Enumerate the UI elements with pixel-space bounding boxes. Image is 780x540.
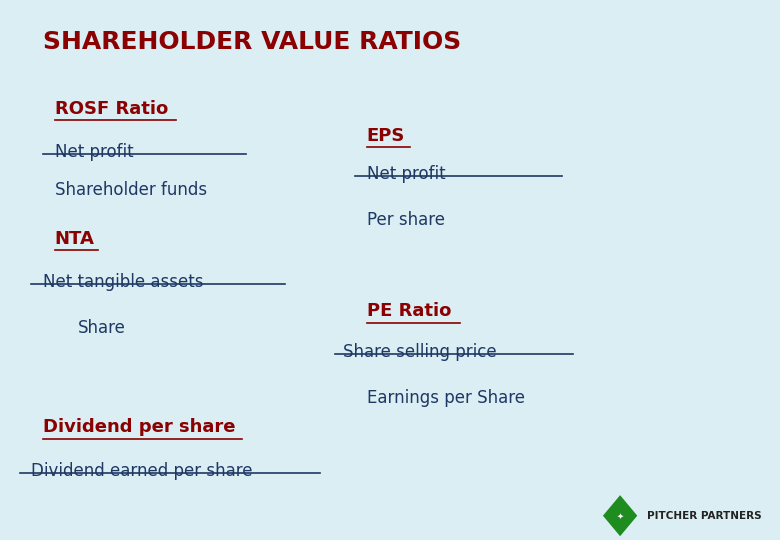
Text: Net profit: Net profit [55, 143, 133, 161]
Text: Dividend earned per share: Dividend earned per share [31, 462, 253, 480]
Text: Net profit: Net profit [367, 165, 445, 183]
Text: ROSF Ratio: ROSF Ratio [55, 100, 168, 118]
Text: SHAREHOLDER VALUE RATIOS: SHAREHOLDER VALUE RATIOS [43, 30, 461, 53]
Text: Shareholder funds: Shareholder funds [55, 181, 207, 199]
Text: Per share: Per share [367, 211, 445, 228]
Text: NTA: NTA [55, 230, 94, 247]
Text: PE Ratio: PE Ratio [367, 302, 451, 320]
Text: EPS: EPS [367, 127, 405, 145]
Text: Earnings per Share: Earnings per Share [367, 389, 525, 407]
Text: Net tangible assets: Net tangible assets [43, 273, 204, 291]
Text: ✦: ✦ [617, 511, 623, 520]
Text: PITCHER PARTNERS: PITCHER PARTNERS [647, 511, 762, 521]
Text: Share selling price: Share selling price [343, 343, 497, 361]
Text: Dividend per share: Dividend per share [43, 418, 236, 436]
Polygon shape [603, 495, 637, 536]
Text: Share: Share [78, 319, 126, 336]
